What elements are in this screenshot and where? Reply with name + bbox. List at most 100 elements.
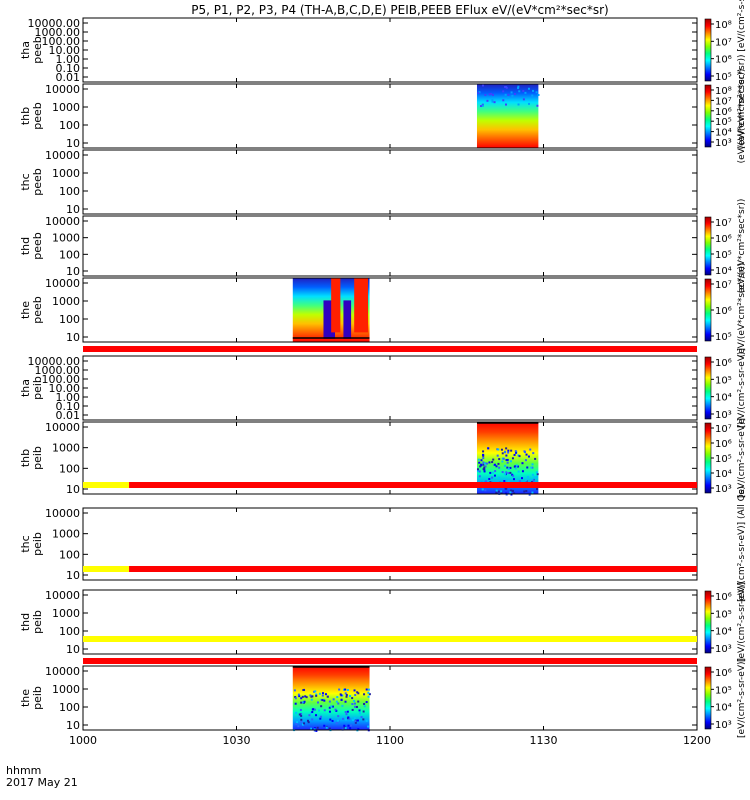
data-noise-pixel	[510, 489, 513, 492]
y-tick-label: 100	[59, 701, 80, 714]
data-noise-pixel	[326, 695, 329, 698]
data-noise-pixel	[535, 488, 538, 491]
data-noise-pixel	[518, 455, 521, 458]
colorbar-tick-label: 10³	[715, 720, 732, 731]
data-noise-pixel	[353, 717, 356, 720]
data-noise-pixel	[343, 688, 346, 691]
panel-the-peib: 10000 1000 100 10 the peib 10⁶ 10⁵ 10⁴ 10³ [eV/(cm…	[19, 658, 747, 738]
data-noise-pixel	[320, 715, 323, 718]
data-noise-pixel	[536, 104, 539, 107]
data-noise-pixel	[507, 93, 510, 96]
colorbar-gradient	[704, 84, 712, 148]
data-noise-pixel	[526, 466, 529, 469]
x-tick-label: 1030	[223, 734, 251, 747]
data-noise-pixel	[301, 701, 304, 704]
x-tick-label: 1000	[69, 734, 97, 747]
data-noise-pixel	[514, 450, 517, 453]
data-noise-pixel	[483, 466, 486, 469]
panel-frame	[82, 589, 698, 655]
data-noise-pixel	[507, 449, 510, 452]
data-noise-pixel	[298, 713, 301, 716]
data-noise-pixel	[518, 480, 521, 483]
data-noise-pixel	[300, 720, 303, 723]
data-noise-pixel	[483, 462, 486, 465]
data-noise-pixel	[515, 464, 518, 467]
data-noise-pixel	[367, 691, 370, 694]
data-noise-pixel	[358, 709, 361, 712]
data-noise-pixel	[505, 493, 508, 496]
colorbar-tick-label: 10⁷	[715, 280, 732, 291]
data-noise-pixel	[493, 101, 496, 104]
data-noise-pixel	[357, 700, 360, 703]
colorbar-label: [eV/(cm²-s-sr-eV)]	[737, 348, 747, 428]
data-noise-pixel	[481, 103, 484, 106]
colorbar-tick-label: 10⁶	[715, 668, 732, 679]
data-noise-pixel	[523, 490, 526, 493]
data-noise-pixel	[354, 705, 357, 708]
data-noise-pixel	[313, 728, 316, 731]
data-noise-pixel	[484, 93, 487, 96]
data-noise-pixel	[532, 452, 535, 455]
colorbar-tick-label: 10⁶	[715, 234, 732, 245]
data-noise-pixel	[514, 465, 517, 468]
data-noise-pixel	[353, 689, 356, 692]
panel-thd-peeb: 10000 1000 100 10 thd peeb 10⁷ 10⁶ 10⁵ 10⁴ (eV/(eV…	[19, 199, 747, 294]
data-noise-pixel	[481, 488, 484, 491]
y-tick-label: 10	[66, 331, 80, 344]
data-noise-pixel	[344, 711, 347, 714]
data-noise-pixel	[305, 696, 308, 699]
data-noise-pixel	[478, 475, 481, 478]
colorbar: 10⁷ 10⁶ 10⁵ 10⁴ 10³	[704, 422, 732, 495]
data-noise-pixel	[493, 474, 496, 477]
time-axis-corner-unit: hhmm	[6, 764, 41, 777]
data-noise-pixel	[325, 726, 328, 729]
data-noise-pixel	[497, 462, 500, 465]
data-noise-pixel	[504, 86, 507, 89]
data-noise-pixel	[531, 480, 534, 483]
colorbar-tick-label: 10⁶	[715, 439, 732, 450]
data-noise-pixel	[481, 453, 484, 456]
data-noise-pixel	[527, 455, 530, 458]
colorbar-tick-label: 10⁸	[715, 86, 732, 97]
data-noise-pixel	[351, 702, 354, 705]
colorbar-tick-label: 10⁷	[715, 96, 732, 107]
data-noise-pixel	[537, 93, 540, 96]
data-noise-pixel	[294, 695, 297, 698]
data-noise-pixel	[476, 468, 479, 471]
data-noise-pixel	[482, 457, 485, 460]
data-noise-pixel	[510, 493, 513, 496]
colorbar: 10⁶ 10⁵ 10⁴ 10³	[704, 666, 732, 731]
data-noise-pixel	[349, 695, 352, 698]
data-noise-pixel	[318, 692, 321, 695]
data-noise-pixel	[347, 724, 350, 727]
data-noise-pixel	[476, 469, 479, 472]
data-noise-pixel	[296, 721, 299, 724]
data-noise-pixel	[303, 700, 306, 703]
data-noise-pixel	[500, 490, 503, 493]
data-noise-pixel	[313, 708, 316, 711]
data-noise-pixel	[354, 721, 357, 724]
y-tick-label: 100	[59, 625, 80, 638]
data-noise-pixel	[328, 727, 331, 730]
data-noise-pixel	[362, 718, 365, 721]
colorbar-gradient	[704, 590, 712, 654]
colorbar: 10⁷ 10⁶ 10⁵	[704, 278, 732, 343]
data-noise-pixel	[356, 719, 359, 722]
data-noise-pixel	[531, 94, 534, 97]
data-noise-pixel	[480, 463, 483, 466]
data-noise-pixel	[336, 696, 339, 699]
colorbar-tick-label: 10⁵	[715, 117, 732, 128]
data-noise-pixel	[367, 688, 370, 691]
data-noise-pixel	[485, 480, 488, 483]
data-noise-pixel	[357, 728, 360, 731]
data-noise-pixel	[355, 705, 358, 708]
y-tick-label: 0.01	[56, 409, 81, 422]
colorbar-gradient	[704, 356, 712, 420]
y-axis-label-probe: thc	[19, 535, 32, 552]
data-noise-pixel	[511, 489, 514, 492]
data-noise-pixel	[368, 693, 371, 696]
data-noise-pixel	[517, 470, 520, 473]
data-noise-pixel	[340, 698, 343, 701]
colorbar-tick-label: 10⁴	[715, 128, 732, 139]
data-noise-pixel	[315, 694, 318, 697]
